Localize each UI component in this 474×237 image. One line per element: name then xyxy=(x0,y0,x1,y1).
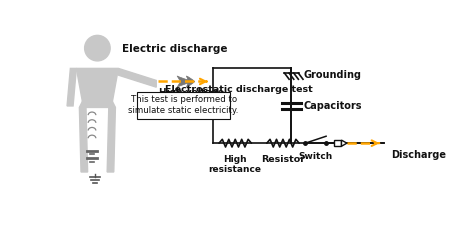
Text: Resistor: Resistor xyxy=(261,155,305,164)
Polygon shape xyxy=(67,68,76,106)
Polygon shape xyxy=(341,140,347,146)
Polygon shape xyxy=(118,68,156,87)
Text: Switch: Switch xyxy=(299,152,333,161)
Text: This test is performed to
simulate static electricity.: This test is performed to simulate stati… xyxy=(128,95,239,115)
Bar xyxy=(334,140,341,146)
Bar xyxy=(137,91,230,118)
Text: Discharge: Discharge xyxy=(392,150,447,160)
Text: High
resistance: High resistance xyxy=(209,155,262,174)
Polygon shape xyxy=(76,68,118,101)
Polygon shape xyxy=(79,107,88,172)
Text: High voltage
power supply: High voltage power supply xyxy=(157,88,226,107)
Polygon shape xyxy=(79,101,115,107)
Text: Electric discharge: Electric discharge xyxy=(122,44,227,54)
Text: Electrostatic discharge test: Electrostatic discharge test xyxy=(165,85,313,94)
Circle shape xyxy=(85,35,110,61)
Polygon shape xyxy=(107,107,115,172)
Text: Capacitors: Capacitors xyxy=(304,101,362,111)
Text: Grounding: Grounding xyxy=(304,70,362,80)
